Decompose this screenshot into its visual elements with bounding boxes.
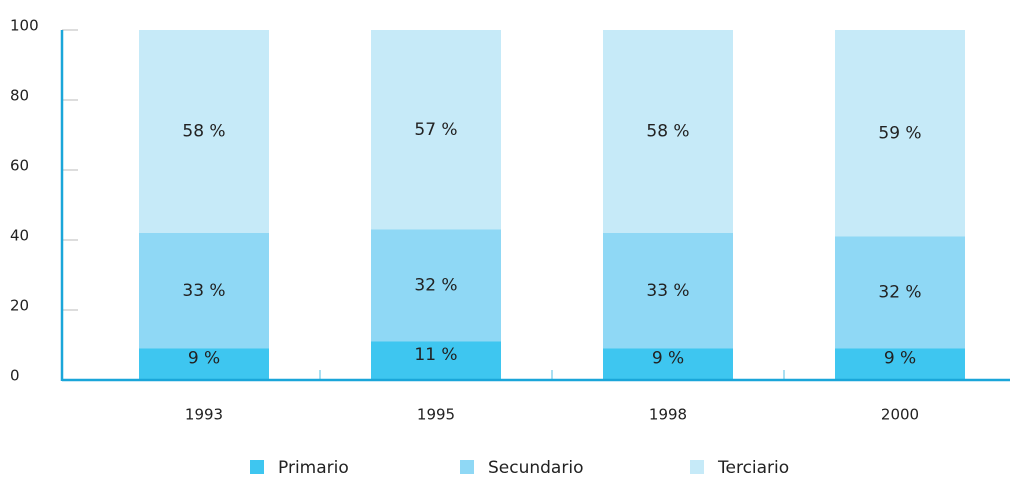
y-tick-label: 20 [10, 297, 29, 315]
value-label: 9 % [884, 348, 916, 368]
bar-segment [835, 348, 965, 380]
bar-segment [835, 236, 965, 349]
y-tick-label: 0 [10, 367, 20, 385]
bar-segment [371, 229, 501, 342]
bar-segment [603, 30, 733, 233]
x-tick-label: 1998 [649, 406, 687, 424]
value-label: 9 % [188, 348, 220, 368]
value-label: 58 % [646, 122, 689, 142]
bar-segment [139, 348, 269, 380]
legend-label: Terciario [717, 458, 789, 477]
value-label: 11 % [414, 345, 457, 365]
value-label: 59 % [878, 123, 921, 143]
x-tick-label: 1993 [185, 406, 223, 424]
value-label: 58 % [182, 122, 225, 142]
value-label: 57 % [414, 120, 457, 140]
bar-segment [371, 30, 501, 230]
x-tick-label: 2000 [881, 406, 919, 424]
legend-swatch [690, 460, 704, 474]
bar-segment [139, 233, 269, 349]
y-tick-label: 60 [10, 157, 29, 175]
x-tick-label: 1995 [417, 406, 455, 424]
legend-swatch [250, 460, 264, 474]
y-tick-label: 80 [10, 87, 29, 105]
bar-segment [835, 30, 965, 237]
value-label: 33 % [182, 281, 225, 301]
value-label: 9 % [652, 348, 684, 368]
bar-segment [139, 30, 269, 233]
y-tick-label: 100 [10, 17, 39, 35]
bar-segment [603, 233, 733, 349]
legend-swatch [460, 460, 474, 474]
bar-segment [371, 341, 501, 380]
value-label: 32 % [878, 283, 921, 303]
value-label: 33 % [646, 281, 689, 301]
legend-label: Secundario [488, 458, 583, 477]
value-label: 32 % [414, 276, 457, 296]
legend-label: Primario [278, 458, 349, 477]
bar-segment [603, 348, 733, 380]
y-tick-label: 40 [10, 227, 29, 245]
